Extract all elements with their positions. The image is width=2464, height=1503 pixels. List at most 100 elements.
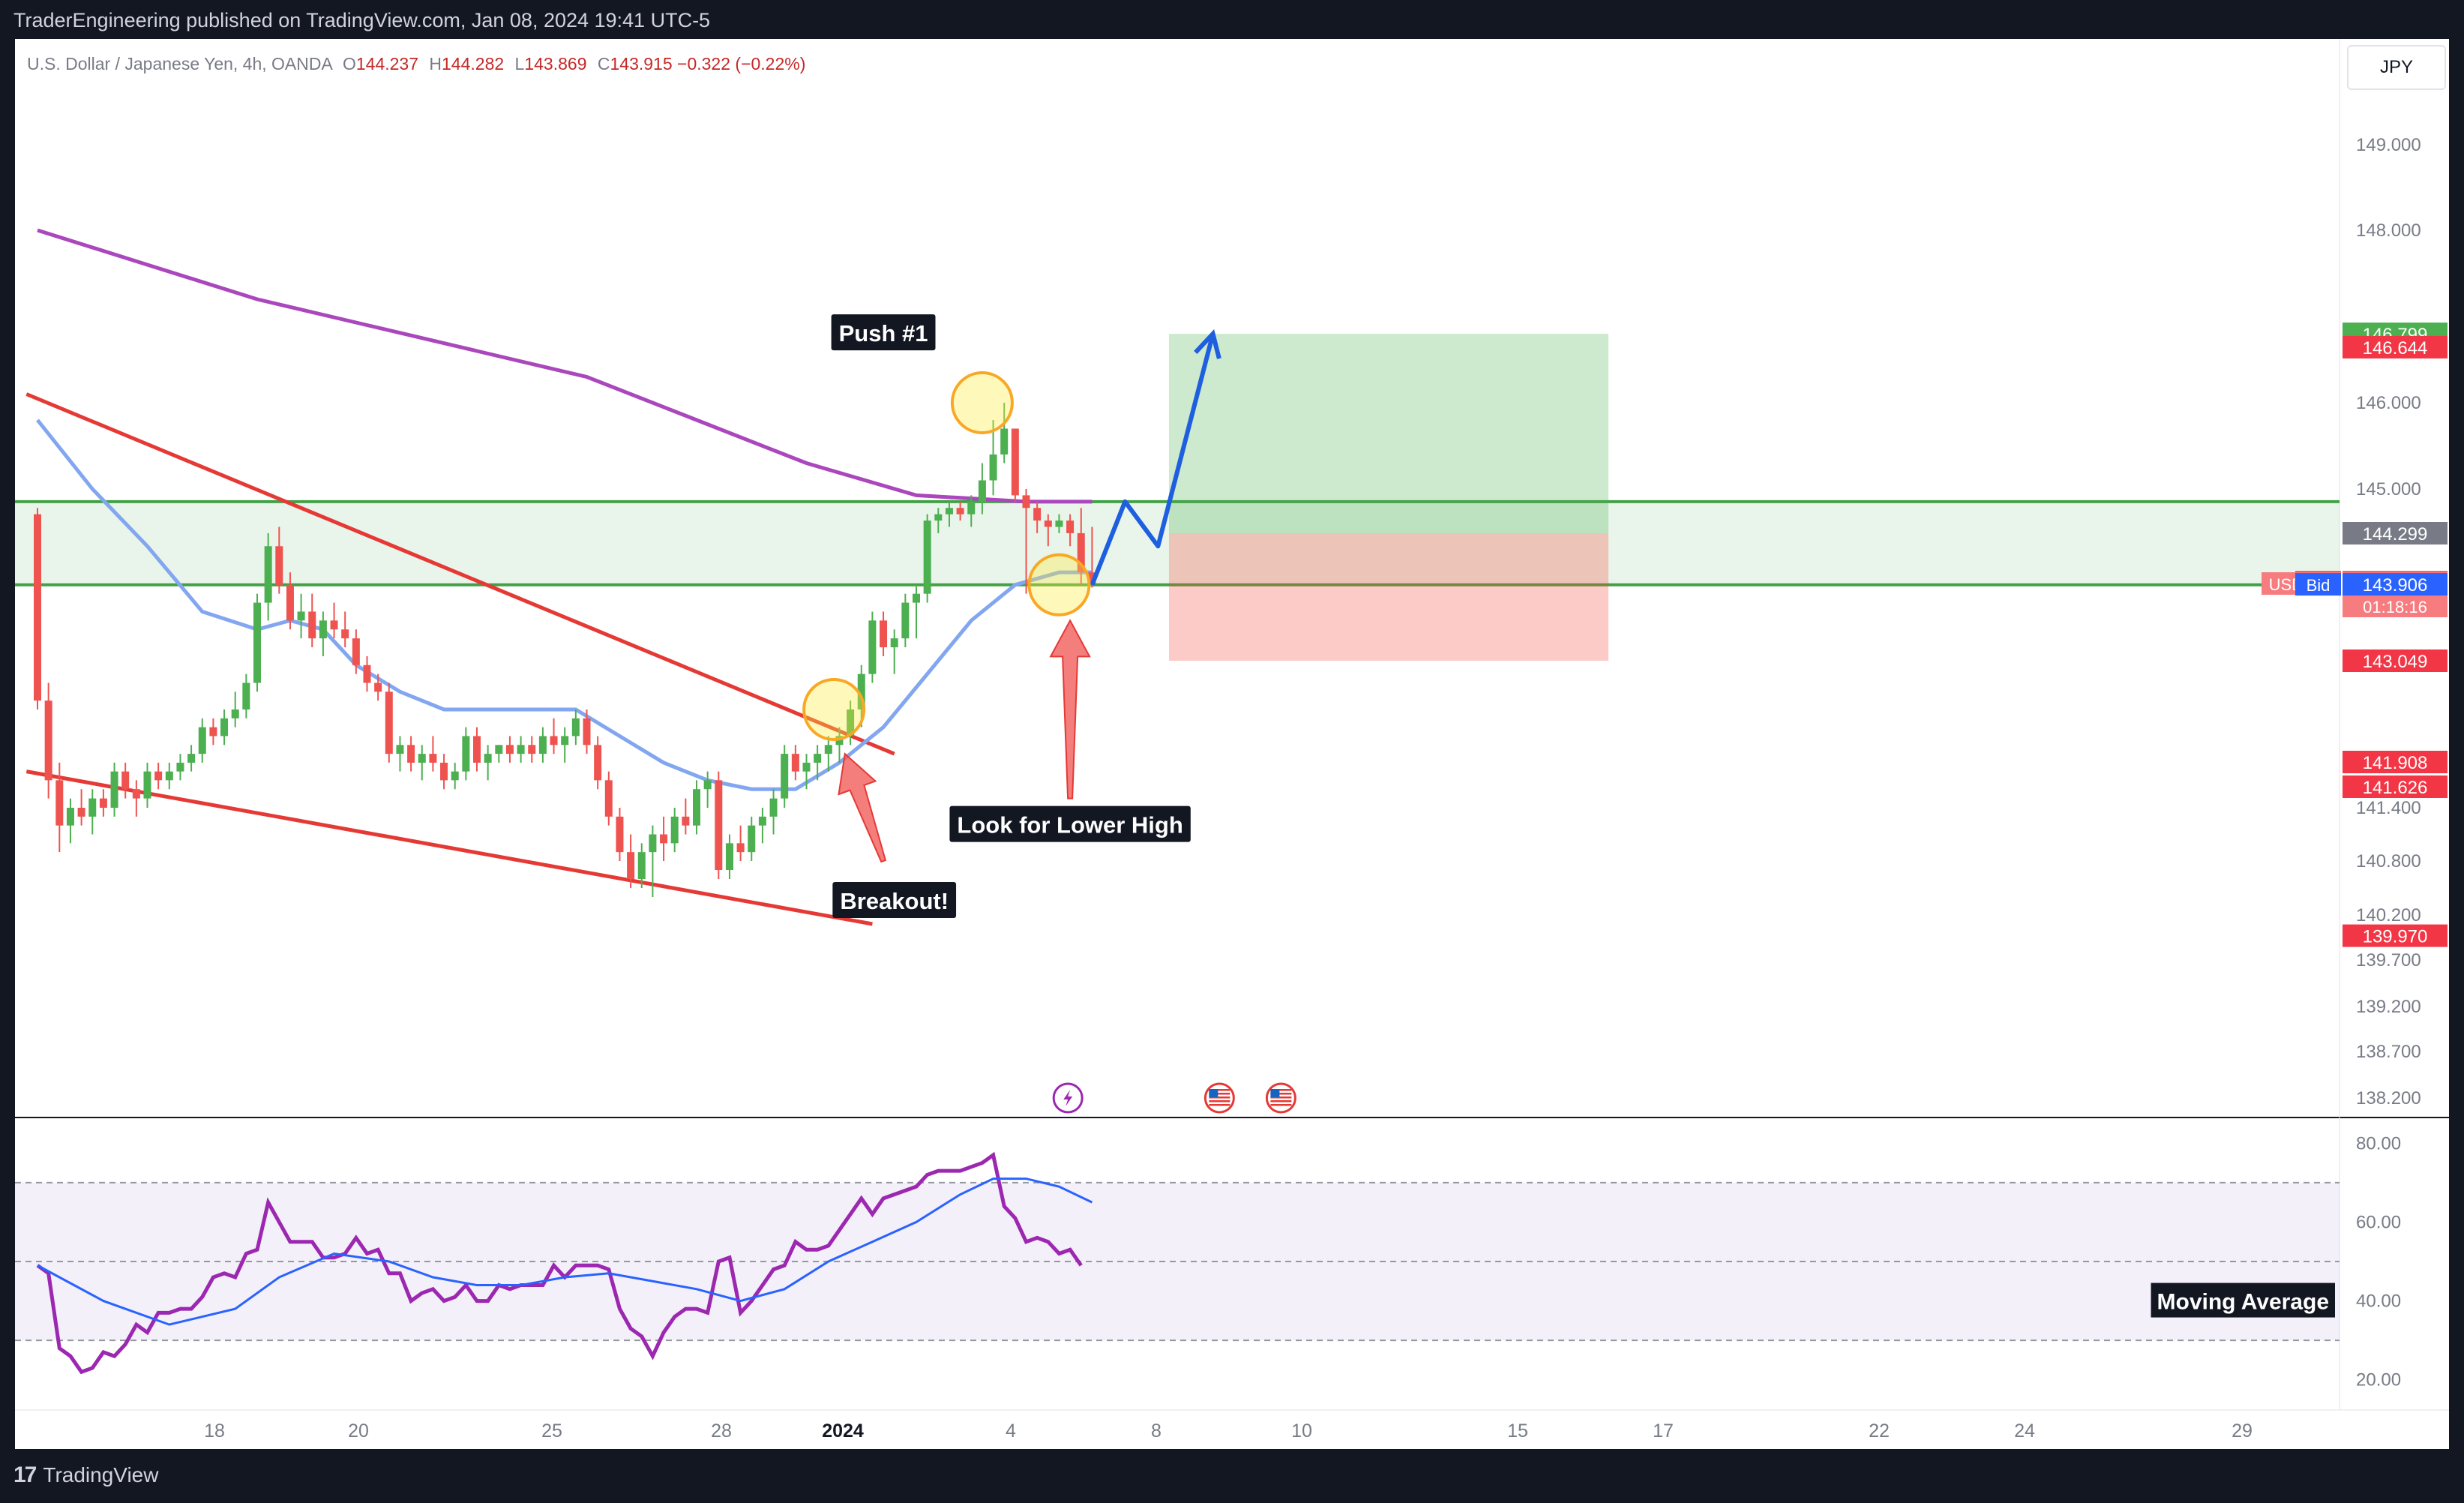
candle-body bbox=[198, 727, 206, 754]
countdown-text: 01:18:16 bbox=[2363, 598, 2427, 616]
candle-body bbox=[187, 754, 196, 763]
us-flag-icon[interactable] bbox=[1265, 1082, 1296, 1114]
candle bbox=[814, 745, 822, 781]
candle-body bbox=[462, 736, 470, 772]
candle-body bbox=[934, 514, 943, 521]
us-flag-icon[interactable] bbox=[1204, 1082, 1235, 1114]
candle-body bbox=[550, 736, 558, 746]
candle bbox=[286, 572, 294, 630]
price-tag-value: 143.906 bbox=[2363, 575, 2428, 596]
candle bbox=[297, 593, 305, 639]
candle bbox=[374, 674, 382, 701]
candle bbox=[528, 736, 536, 763]
price-tag-value: 143.049 bbox=[2363, 652, 2428, 672]
candle bbox=[517, 736, 525, 763]
candle-body bbox=[34, 514, 41, 701]
osc-line bbox=[36, 1151, 1083, 1375]
currency-button[interactable]: JPY bbox=[2347, 45, 2446, 90]
candle bbox=[847, 700, 855, 746]
candle bbox=[66, 798, 74, 844]
candle-body bbox=[1066, 520, 1075, 533]
flag-stripe bbox=[1270, 1093, 1292, 1095]
candle-body bbox=[868, 620, 877, 674]
chart-frame bbox=[15, 39, 2449, 1449]
candle-body bbox=[901, 602, 910, 639]
candle-body bbox=[616, 816, 624, 853]
candle-body bbox=[649, 834, 657, 853]
candle bbox=[880, 611, 888, 656]
red-arrow-1 bbox=[1049, 619, 1091, 800]
candle bbox=[781, 745, 789, 808]
candles bbox=[34, 403, 1096, 897]
candle bbox=[571, 709, 580, 746]
countdown-bg bbox=[2343, 595, 2448, 617]
annotation-1: Breakout! bbox=[832, 882, 957, 918]
publish-header: TraderEngineering published on TradingVi… bbox=[0, 0, 2464, 39]
candle-body bbox=[857, 674, 865, 710]
candle-body bbox=[913, 593, 920, 603]
time-tick-label: 4 bbox=[1006, 1420, 1016, 1442]
annotation-box bbox=[949, 806, 1191, 842]
candle-body bbox=[99, 798, 107, 808]
candle bbox=[352, 629, 360, 674]
price-tick-label: 141.400 bbox=[2356, 798, 2421, 818]
candle bbox=[703, 771, 712, 808]
candle-body bbox=[693, 789, 700, 826]
high-label: H bbox=[429, 54, 442, 74]
price-tag-6: 143.049 bbox=[2343, 650, 2448, 672]
highlight-circle-1 bbox=[950, 371, 1014, 434]
trendline-0 bbox=[25, 392, 895, 756]
candle-body bbox=[824, 745, 832, 754]
candle bbox=[802, 754, 811, 790]
candle-body bbox=[594, 745, 602, 781]
candle-body bbox=[561, 736, 569, 746]
candle bbox=[34, 508, 41, 710]
candle-body bbox=[363, 664, 371, 683]
candle-body bbox=[1044, 520, 1052, 527]
candle bbox=[264, 532, 272, 621]
osc-ma-line bbox=[37, 1178, 1093, 1326]
time-tick-label: 2024 bbox=[822, 1420, 864, 1442]
candle-body bbox=[341, 629, 349, 639]
candle bbox=[231, 692, 239, 728]
tradingview-logo[interactable]: 17 TradingView bbox=[13, 1462, 158, 1488]
price-tag-7: 141.908 bbox=[2343, 751, 2448, 773]
candle bbox=[989, 420, 997, 496]
price-tag-bg bbox=[2343, 751, 2448, 773]
candle bbox=[220, 709, 229, 746]
candle-body bbox=[880, 620, 888, 648]
candle bbox=[132, 780, 140, 817]
candle-body bbox=[396, 745, 404, 754]
price-tick-label: 138.200 bbox=[2356, 1088, 2421, 1108]
annotation-0: Push #1 bbox=[831, 314, 936, 351]
publish-info: TraderEngineering published on TradingVi… bbox=[13, 9, 711, 32]
candle-body bbox=[352, 638, 360, 665]
candle-body bbox=[451, 771, 459, 781]
annotation-box bbox=[832, 882, 957, 918]
flag-stripe bbox=[1270, 1089, 1292, 1091]
high-value: 144.282 bbox=[442, 54, 505, 74]
candle bbox=[1066, 514, 1075, 547]
symbol-title: U.S. Dollar / Japanese Yen, 4h, OANDA bbox=[27, 54, 332, 74]
candle bbox=[824, 736, 832, 772]
candle-body bbox=[802, 762, 811, 772]
candle-body bbox=[1000, 428, 1009, 454]
lightning-icon[interactable] bbox=[1052, 1082, 1084, 1114]
candle bbox=[725, 834, 733, 879]
resistance-zone bbox=[15, 501, 2340, 585]
candle bbox=[1044, 514, 1052, 547]
candle bbox=[77, 789, 85, 826]
candle bbox=[429, 736, 437, 772]
candle bbox=[956, 501, 964, 521]
price-tick-label: 140.200 bbox=[2356, 905, 2421, 926]
position-profit-zone bbox=[1168, 334, 1608, 533]
time-tick-label: 22 bbox=[1869, 1420, 1890, 1442]
price-tick-label: 138.700 bbox=[2356, 1042, 2421, 1062]
time-tick-label: 28 bbox=[711, 1420, 732, 1442]
candle bbox=[99, 789, 107, 817]
candle bbox=[1011, 428, 1019, 502]
tradingview-brand: TradingView bbox=[43, 1463, 159, 1486]
osc-tick-label: 40.00 bbox=[2356, 1292, 2401, 1312]
candle bbox=[363, 656, 371, 692]
